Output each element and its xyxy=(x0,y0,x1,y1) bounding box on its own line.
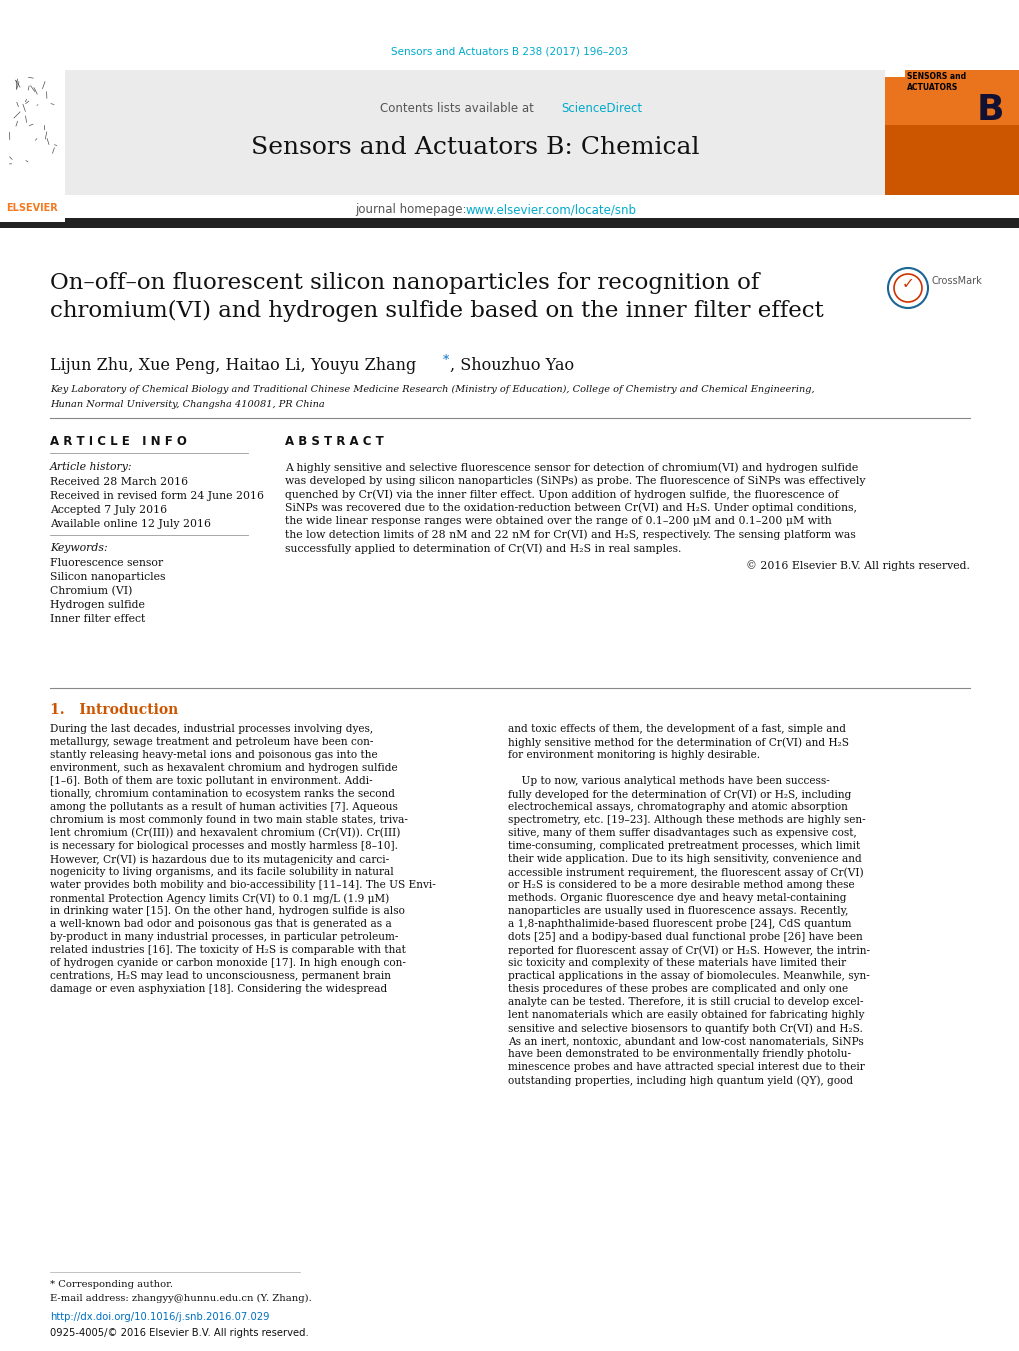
Text: quenched by Cr(VI) via the inner filter effect. Upon addition of hydrogen sulfid: quenched by Cr(VI) via the inner filter … xyxy=(284,489,838,500)
Bar xyxy=(65,195,884,222)
Text: ELSEVIER: ELSEVIER xyxy=(6,203,58,213)
Text: methods. Organic fluorescence dye and heavy metal-containing: methods. Organic fluorescence dye and he… xyxy=(507,893,846,902)
Text: However, Cr(VI) is hazardous due to its mutagenicity and carci-: However, Cr(VI) is hazardous due to its … xyxy=(50,854,388,865)
Text: SiNPs was recovered due to the oxidation-reduction between Cr(VI) and H₂S. Under: SiNPs was recovered due to the oxidation… xyxy=(284,503,856,513)
Text: tionally, chromium contamination to ecosystem ranks the second: tionally, chromium contamination to ecos… xyxy=(50,789,394,798)
Text: Sensors and Actuators B: Chemical: Sensors and Actuators B: Chemical xyxy=(251,136,699,159)
Text: , Shouzhuo Yao: , Shouzhuo Yao xyxy=(449,357,574,374)
Text: As an inert, nontoxic, abundant and low-cost nanomaterials, SiNPs: As an inert, nontoxic, abundant and low-… xyxy=(507,1036,863,1046)
Text: Keywords:: Keywords: xyxy=(50,543,108,553)
Text: among the pollutants as a result of human activities [7]. Aqueous: among the pollutants as a result of huma… xyxy=(50,802,397,812)
Circle shape xyxy=(888,267,927,308)
Text: centrations, H₂S may lead to unconsciousness, permanent brain: centrations, H₂S may lead to unconscious… xyxy=(50,971,390,981)
Text: their wide application. Due to its high sensitivity, convenience and: their wide application. Due to its high … xyxy=(507,854,861,865)
Text: During the last decades, industrial processes involving dyes,: During the last decades, industrial proc… xyxy=(50,724,373,734)
Text: Hunan Normal University, Changsha 410081, PR China: Hunan Normal University, Changsha 410081… xyxy=(50,400,324,409)
Text: * Corresponding author.: * Corresponding author. xyxy=(50,1279,173,1289)
Bar xyxy=(0,70,65,222)
Text: a 1,8-naphthalimide-based fluorescent probe [24], CdS quantum: a 1,8-naphthalimide-based fluorescent pr… xyxy=(507,919,851,929)
Text: time-consuming, complicated pretreatment processes, which limit: time-consuming, complicated pretreatment… xyxy=(507,842,859,851)
Text: A R T I C L E   I N F O: A R T I C L E I N F O xyxy=(50,435,186,449)
Text: for environment monitoring is highly desirable.: for environment monitoring is highly des… xyxy=(507,750,759,761)
Text: E-mail address: zhangyy@hunnu.edu.cn (Y. Zhang).: E-mail address: zhangyy@hunnu.edu.cn (Y.… xyxy=(50,1294,312,1304)
Text: Hydrogen sulfide: Hydrogen sulfide xyxy=(50,600,145,611)
Text: sitive, many of them suffer disadvantages such as expensive cost,: sitive, many of them suffer disadvantage… xyxy=(507,828,856,838)
Text: highly sensitive method for the determination of Cr(VI) and H₂S: highly sensitive method for the determin… xyxy=(507,738,848,747)
Text: Article history:: Article history: xyxy=(50,462,132,471)
Text: Available online 12 July 2016: Available online 12 July 2016 xyxy=(50,519,211,530)
Text: water provides both mobility and bio-accessibility [11–14]. The US Envi-: water provides both mobility and bio-acc… xyxy=(50,880,435,890)
Text: nogenicity to living organisms, and its facile solubility in natural: nogenicity to living organisms, and its … xyxy=(50,867,393,877)
Text: A highly sensitive and selective fluorescence sensor for detection of chromium(V: A highly sensitive and selective fluores… xyxy=(284,462,857,473)
Text: Contents lists available at: Contents lists available at xyxy=(380,101,537,115)
Text: journal homepage:: journal homepage: xyxy=(355,204,470,216)
Bar xyxy=(884,57,904,77)
Text: Silicon nanoparticles: Silicon nanoparticles xyxy=(50,571,165,582)
Text: Up to now, various analytical methods have been success-: Up to now, various analytical methods ha… xyxy=(507,775,828,786)
Text: sic toxicity and complexity of these materials have limited their: sic toxicity and complexity of these mat… xyxy=(507,958,846,969)
Text: stantly releasing heavy-metal ions and poisonous gas into the: stantly releasing heavy-metal ions and p… xyxy=(50,750,377,761)
Text: damage or even asphyxiation [18]. Considering the widespread: damage or even asphyxiation [18]. Consid… xyxy=(50,984,387,994)
Bar xyxy=(65,70,884,195)
Text: B: B xyxy=(975,93,1003,127)
Text: 0925-4005/© 2016 Elsevier B.V. All rights reserved.: 0925-4005/© 2016 Elsevier B.V. All right… xyxy=(50,1328,309,1337)
Text: have been demonstrated to be environmentally friendly photolu-: have been demonstrated to be environment… xyxy=(507,1048,850,1059)
Text: Sensors and Actuators B 238 (2017) 196–203: Sensors and Actuators B 238 (2017) 196–2… xyxy=(391,47,628,57)
Text: successfully applied to determination of Cr(VI) and H₂S in real samples.: successfully applied to determination of… xyxy=(284,543,681,554)
Text: fully developed for the determination of Cr(VI) or H₂S, including: fully developed for the determination of… xyxy=(507,789,851,800)
Text: 1.   Introduction: 1. Introduction xyxy=(50,703,178,717)
Text: the low detection limits of 28 nM and 22 nM for Cr(VI) and H₂S, respectively. Th: the low detection limits of 28 nM and 22… xyxy=(284,530,855,540)
Text: Received in revised form 24 June 2016: Received in revised form 24 June 2016 xyxy=(50,490,264,501)
Text: by-product in many industrial processes, in particular petroleum-: by-product in many industrial processes,… xyxy=(50,932,398,942)
Text: related industries [16]. The toxicity of H₂S is comparable with that: related industries [16]. The toxicity of… xyxy=(50,944,406,955)
Text: accessible instrument requirement, the fluorescent assay of Cr(VI): accessible instrument requirement, the f… xyxy=(507,867,863,878)
Text: practical applications in the assay of biomolecules. Meanwhile, syn-: practical applications in the assay of b… xyxy=(507,971,869,981)
Text: *: * xyxy=(442,354,448,367)
Text: is necessary for biological processes and mostly harmless [8–10].: is necessary for biological processes an… xyxy=(50,842,397,851)
Text: Received 28 March 2016: Received 28 March 2016 xyxy=(50,477,187,486)
Text: spectrometry, etc. [19–23]. Although these methods are highly sen-: spectrometry, etc. [19–23]. Although the… xyxy=(507,815,865,825)
Text: ronmental Protection Agency limits Cr(VI) to 0.1 mg/L (1.9 μM): ronmental Protection Agency limits Cr(VI… xyxy=(50,893,389,904)
Text: lent chromium (Cr(III)) and hexavalent chromium (Cr(VI)). Cr(III): lent chromium (Cr(III)) and hexavalent c… xyxy=(50,828,400,839)
Text: SENSORS and
ACTUATORS: SENSORS and ACTUATORS xyxy=(906,72,965,92)
Text: was developed by using silicon nanoparticles (SiNPs) as probe. The fluorescence : was developed by using silicon nanoparti… xyxy=(284,476,865,486)
Text: A B S T R A C T: A B S T R A C T xyxy=(284,435,383,449)
Text: and toxic effects of them, the development of a fast, simple and: and toxic effects of them, the developme… xyxy=(507,724,845,734)
Text: Lijun Zhu, Xue Peng, Haitao Li, Youyu Zhang: Lijun Zhu, Xue Peng, Haitao Li, Youyu Zh… xyxy=(50,357,416,374)
Text: ✓: ✓ xyxy=(901,277,913,292)
Text: [1–6]. Both of them are toxic pollutant in environment. Addi-: [1–6]. Both of them are toxic pollutant … xyxy=(50,775,372,786)
Bar xyxy=(0,218,1019,228)
Text: nanoparticles are usually used in fluorescence assays. Recently,: nanoparticles are usually used in fluore… xyxy=(507,907,848,916)
Bar xyxy=(884,70,1019,126)
Text: Inner filter effect: Inner filter effect xyxy=(50,613,145,624)
Text: environment, such as hexavalent chromium and hydrogen sulfide: environment, such as hexavalent chromium… xyxy=(50,763,397,773)
Text: of hydrogen cyanide or carbon monoxide [17]. In high enough con-: of hydrogen cyanide or carbon monoxide [… xyxy=(50,958,406,969)
Text: in drinking water [15]. On the other hand, hydrogen sulfide is also: in drinking water [15]. On the other han… xyxy=(50,907,405,916)
Text: © 2016 Elsevier B.V. All rights reserved.: © 2016 Elsevier B.V. All rights reserved… xyxy=(745,561,969,571)
Text: ScienceDirect: ScienceDirect xyxy=(560,101,642,115)
Text: thesis procedures of these probes are complicated and only one: thesis procedures of these probes are co… xyxy=(507,984,847,994)
Text: outstanding properties, including high quantum yield (QY), good: outstanding properties, including high q… xyxy=(507,1075,852,1086)
Text: lent nanomaterials which are easily obtained for fabricating highly: lent nanomaterials which are easily obta… xyxy=(507,1011,863,1020)
Text: Key Laboratory of Chemical Biology and Traditional Chinese Medicine Research (Mi: Key Laboratory of Chemical Biology and T… xyxy=(50,385,814,394)
Text: sensitive and selective biosensors to quantify both Cr(VI) and H₂S.: sensitive and selective biosensors to qu… xyxy=(507,1023,862,1034)
Text: On–off–on fluorescent silicon nanoparticles for recognition of
chromium(VI) and : On–off–on fluorescent silicon nanopartic… xyxy=(50,272,823,322)
Text: dots [25] and a bodipy-based dual functional probe [26] have been: dots [25] and a bodipy-based dual functi… xyxy=(507,932,862,942)
Bar xyxy=(884,70,1019,195)
Text: analyte can be tested. Therefore, it is still crucial to develop excel-: analyte can be tested. Therefore, it is … xyxy=(507,997,863,1006)
Text: a well-known bad odor and poisonous gas that is generated as a: a well-known bad odor and poisonous gas … xyxy=(50,919,391,929)
Text: http://dx.doi.org/10.1016/j.snb.2016.07.029: http://dx.doi.org/10.1016/j.snb.2016.07.… xyxy=(50,1312,269,1323)
Text: Accepted 7 July 2016: Accepted 7 July 2016 xyxy=(50,505,167,515)
Text: Fluorescence sensor: Fluorescence sensor xyxy=(50,558,163,567)
Text: or H₂S is considered to be a more desirable method among these: or H₂S is considered to be a more desira… xyxy=(507,880,854,890)
Text: CrossMark: CrossMark xyxy=(931,276,981,286)
Text: metallurgy, sewage treatment and petroleum have been con-: metallurgy, sewage treatment and petrole… xyxy=(50,738,373,747)
Text: the wide linear response ranges were obtained over the range of 0.1–200 μM and 0: the wide linear response ranges were obt… xyxy=(284,516,830,526)
Text: www.elsevier.com/locate/snb: www.elsevier.com/locate/snb xyxy=(466,204,637,216)
Text: chromium is most commonly found in two main stable states, triva-: chromium is most commonly found in two m… xyxy=(50,815,408,825)
Text: minescence probes and have attracted special interest due to their: minescence probes and have attracted spe… xyxy=(507,1062,864,1071)
Text: electrochemical assays, chromatography and atomic absorption: electrochemical assays, chromatography a… xyxy=(507,802,847,812)
Text: Chromium (VI): Chromium (VI) xyxy=(50,586,132,596)
Text: reported for fluorescent assay of Cr(VI) or H₂S. However, the intrin-: reported for fluorescent assay of Cr(VI)… xyxy=(507,944,869,955)
